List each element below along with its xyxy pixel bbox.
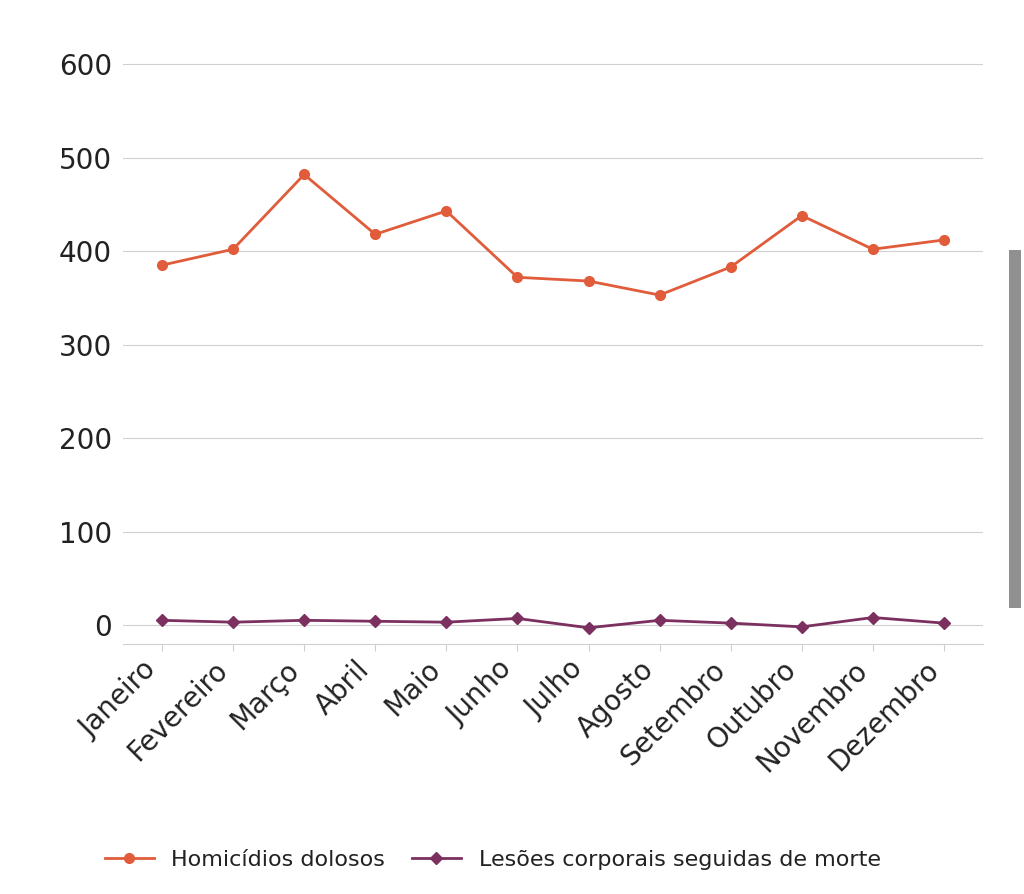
Lesões corporais seguidas de morte xyxy=(227,617,240,628)
Homicídios dolosos xyxy=(653,290,666,300)
Lesões corporais seguidas de morte xyxy=(511,613,523,624)
Lesões corporais seguidas de morte xyxy=(298,615,310,626)
Homicídios dolosos xyxy=(583,275,595,286)
Line: Lesões corporais seguidas de morte: Lesões corporais seguidas de morte xyxy=(158,613,948,632)
Homicídios dolosos xyxy=(866,244,879,255)
Homicídios dolosos xyxy=(440,206,453,216)
Lesões corporais seguidas de morte xyxy=(156,615,168,626)
Lesões corporais seguidas de morte xyxy=(866,612,879,623)
Homicídios dolosos xyxy=(725,262,737,273)
Homicídios dolosos xyxy=(369,229,381,240)
Lesões corporais seguidas de morte xyxy=(653,615,666,626)
Lesões corporais seguidas de morte xyxy=(583,622,595,633)
Lesões corporais seguidas de morte xyxy=(440,617,453,628)
Lesões corporais seguidas de morte xyxy=(938,618,950,628)
Homicídios dolosos xyxy=(796,210,808,221)
Legend: Homicídios dolosos, Lesões corporais seguidas de morte: Homicídios dolosos, Lesões corporais seg… xyxy=(96,839,890,879)
Homicídios dolosos xyxy=(227,244,240,255)
Homicídios dolosos xyxy=(156,260,168,271)
Lesões corporais seguidas de morte xyxy=(369,616,381,627)
Homicídios dolosos xyxy=(511,272,523,283)
Lesões corporais seguidas de morte xyxy=(796,621,808,632)
Lesões corporais seguidas de morte xyxy=(725,618,737,628)
Line: Homicídios dolosos: Homicídios dolosos xyxy=(157,170,949,299)
Homicídios dolosos xyxy=(938,234,950,245)
Homicídios dolosos xyxy=(298,169,310,180)
